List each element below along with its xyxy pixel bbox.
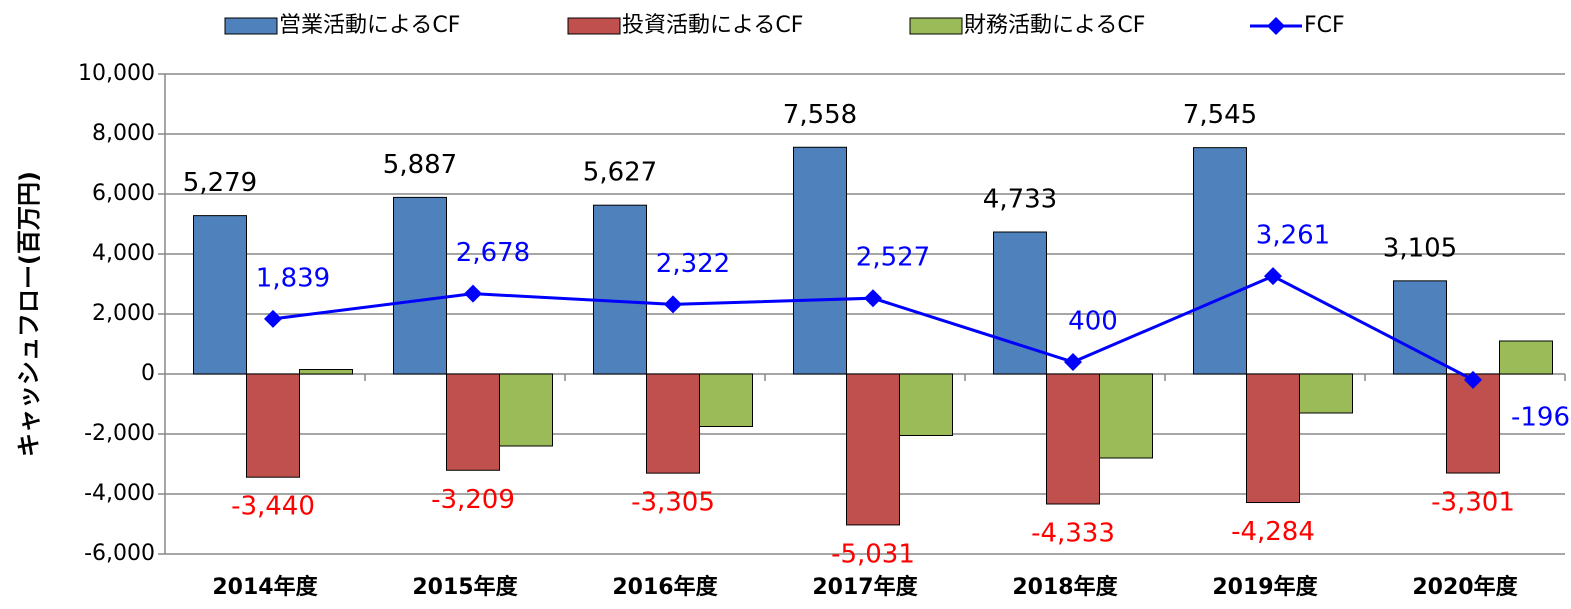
bar — [793, 146, 847, 375]
data-label: 3,105 — [1383, 233, 1457, 263]
data-label: -4,284 — [1231, 517, 1315, 547]
bar — [393, 196, 447, 375]
data-label: 3,261 — [1256, 221, 1330, 251]
bar — [593, 204, 647, 375]
data-label: -196 — [1511, 402, 1570, 432]
legend-swatch — [567, 17, 621, 35]
data-label: 7,545 — [1183, 100, 1257, 130]
bar — [446, 373, 500, 471]
bar — [1446, 373, 1500, 474]
data-label: 2,678 — [456, 238, 530, 268]
bar — [246, 373, 300, 478]
y-tick-label: -6,000 — [84, 541, 155, 566]
data-label: 7,558 — [783, 100, 857, 130]
line-marker — [864, 289, 882, 308]
line-marker — [1064, 353, 1082, 371]
bar — [1099, 373, 1153, 459]
legend-label: 投資活動によるCF — [622, 13, 803, 38]
data-label: -5,031 — [831, 539, 915, 569]
bar — [846, 373, 900, 526]
bar — [899, 373, 953, 436]
data-label: 1,839 — [256, 263, 330, 293]
bar — [1393, 280, 1447, 375]
bar — [193, 215, 247, 375]
line-marker — [464, 284, 482, 303]
legend-label: FCF — [1304, 13, 1345, 38]
line-marker — [1464, 370, 1482, 389]
x-tick-label: 2015年度 — [412, 574, 518, 600]
data-label: 2,322 — [656, 249, 730, 279]
y-tick-label: 8,000 — [92, 121, 155, 146]
legend-swatch — [224, 17, 278, 35]
data-label: 4,733 — [983, 185, 1057, 215]
x-tick-label: 2019年度 — [1212, 574, 1318, 600]
legend-label: 営業活動によるCF — [279, 13, 460, 38]
data-label: -3,440 — [231, 492, 315, 522]
line-marker — [664, 295, 682, 314]
data-label: -3,305 — [631, 488, 715, 518]
data-label: 2,527 — [856, 243, 930, 273]
data-label: -3,301 — [1431, 488, 1515, 518]
bar — [499, 373, 553, 447]
data-label: -4,333 — [1031, 518, 1115, 548]
y-tick-label: 10,000 — [78, 61, 155, 86]
y-tick-label: 6,000 — [92, 181, 155, 206]
y-tick-label: -2,000 — [84, 421, 155, 446]
bar — [299, 369, 353, 375]
y-tick-label: 2,000 — [92, 301, 155, 326]
y-tick-label: -4,000 — [84, 481, 155, 506]
x-tick-label: 2018年度 — [1012, 574, 1118, 600]
x-tick-label: 2014年度 — [212, 574, 318, 600]
data-label: 5,279 — [183, 168, 257, 198]
y-tick-label: 4,000 — [92, 241, 155, 266]
line-marker — [264, 309, 282, 328]
bar — [646, 373, 700, 474]
y-tick-label: 0 — [141, 361, 155, 386]
data-label: -3,209 — [431, 485, 515, 515]
bar — [993, 231, 1047, 375]
data-label: 400 — [1068, 307, 1118, 337]
bar — [1499, 340, 1553, 375]
x-tick-label: 2020年度 — [1412, 574, 1518, 600]
data-label: 5,627 — [583, 158, 657, 188]
bar — [1193, 147, 1247, 375]
y-axis-title: キャッシュフロー(百万円) — [15, 171, 43, 457]
legend-label: 財務活動によるCF — [964, 13, 1145, 38]
line-marker — [1264, 267, 1282, 286]
x-tick-label: 2016年度 — [612, 574, 718, 600]
bar — [1299, 373, 1353, 414]
bar — [699, 373, 753, 427]
x-tick-label: 2017年度 — [812, 574, 918, 600]
legend-swatch — [909, 17, 963, 35]
bar — [1246, 373, 1300, 504]
bar — [1046, 373, 1100, 505]
data-label: 5,887 — [383, 150, 457, 180]
legend-marker — [1267, 17, 1285, 35]
